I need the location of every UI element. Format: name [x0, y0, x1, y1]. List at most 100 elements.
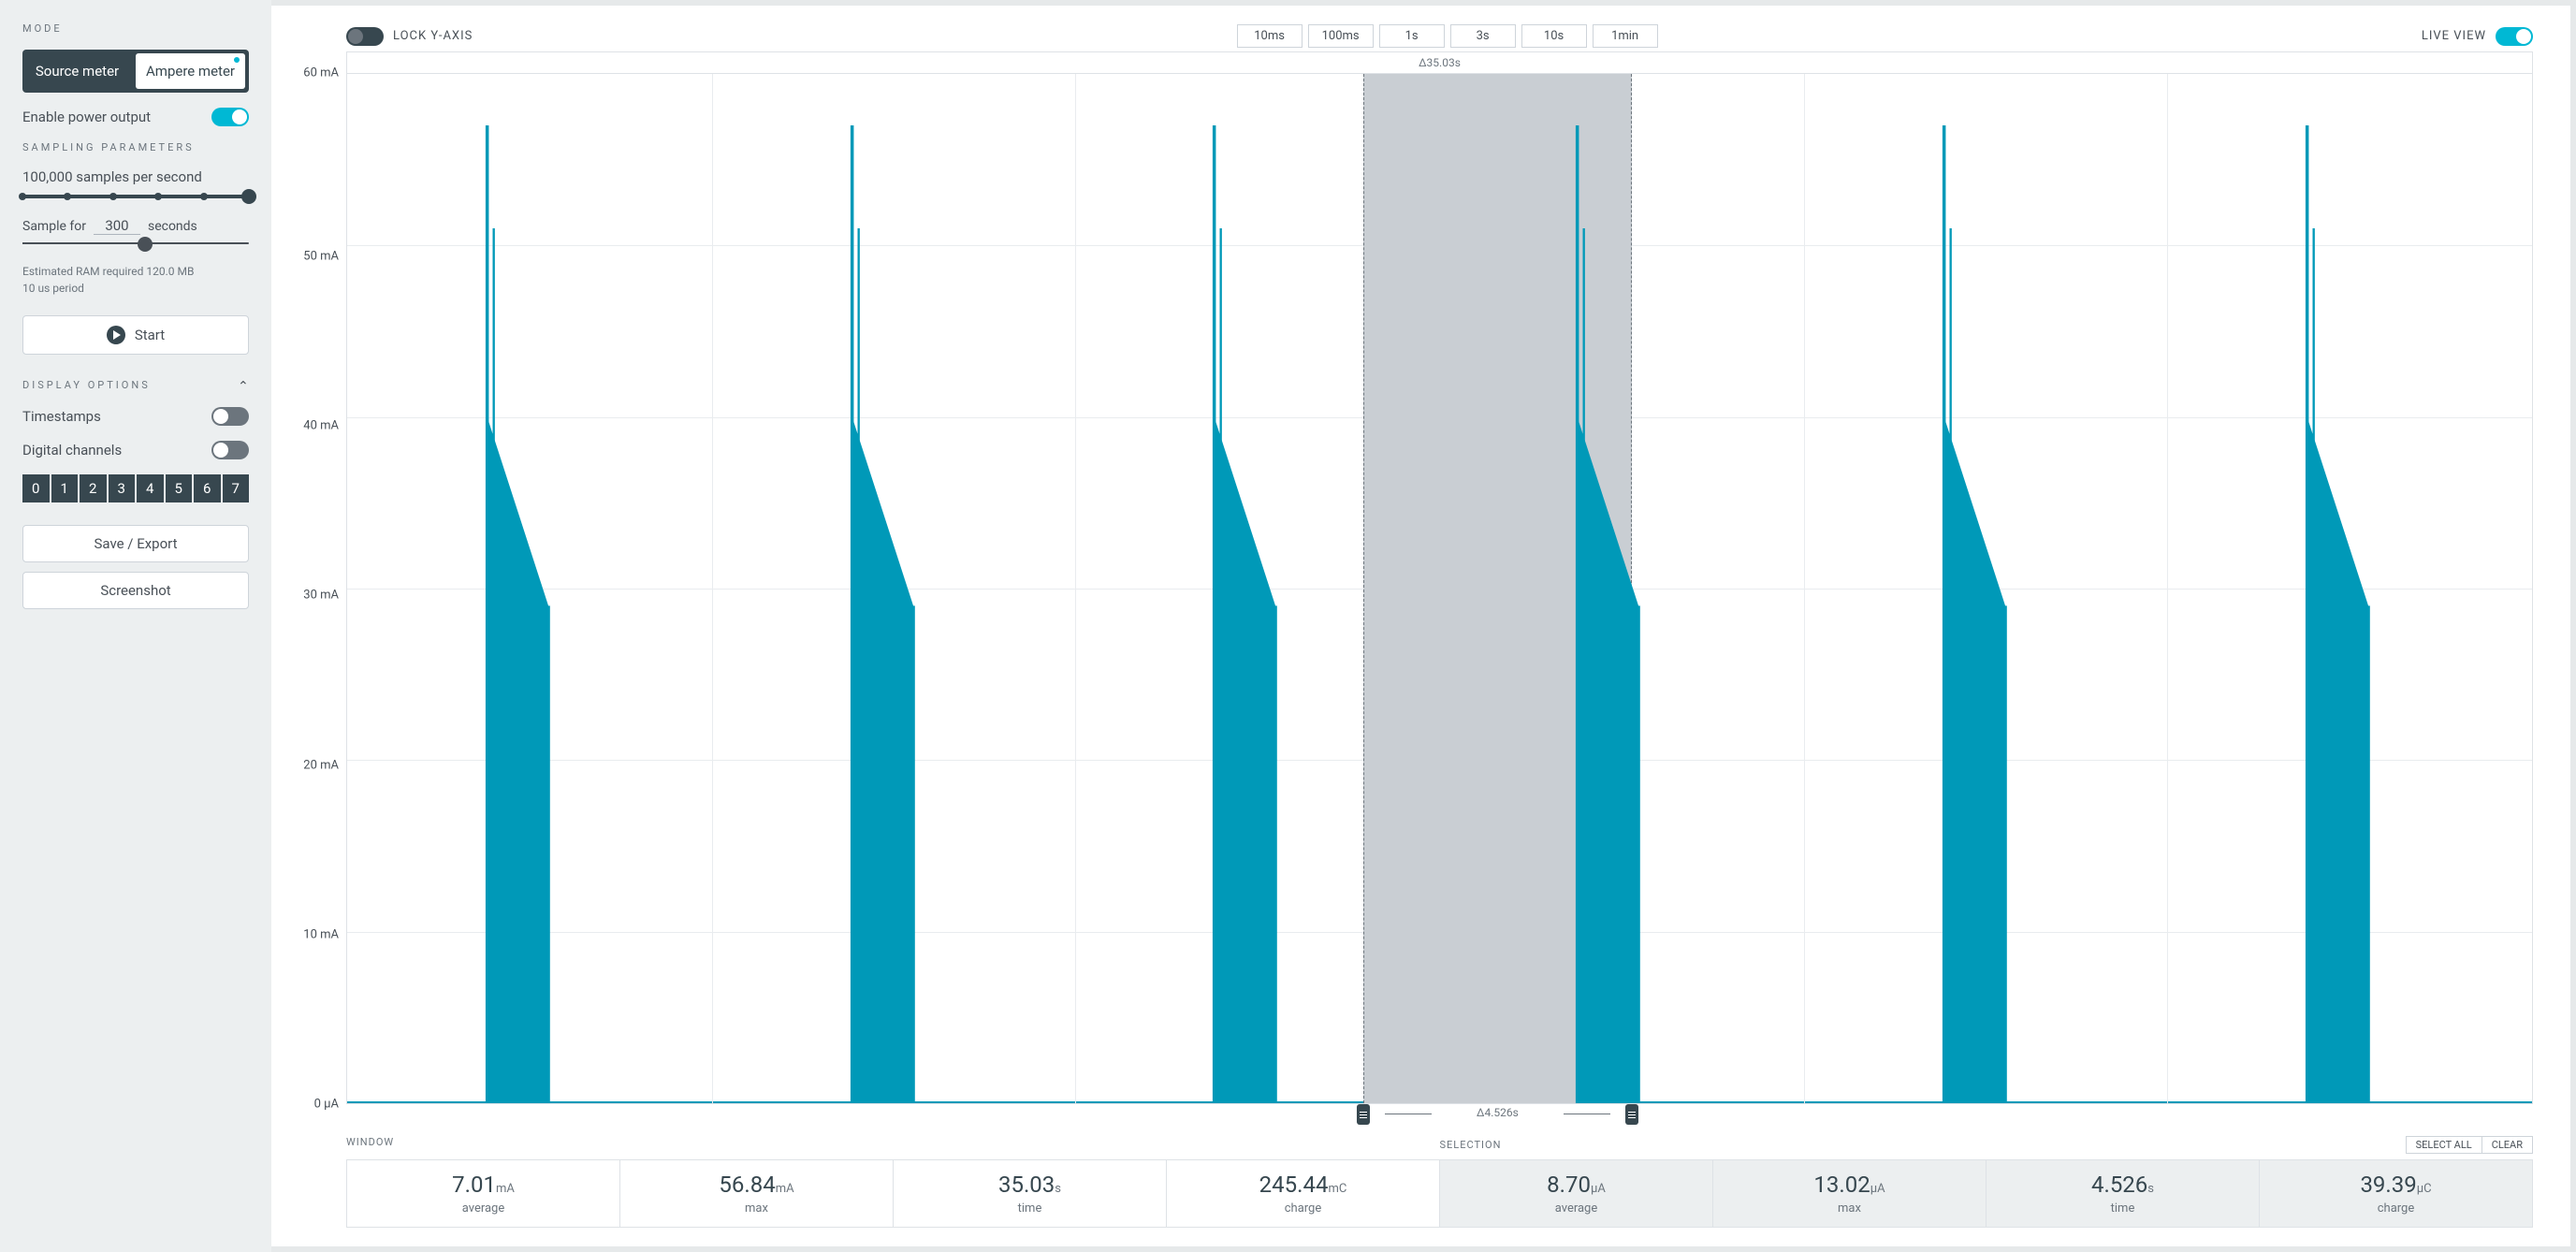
stat-card: 4.526stime [1987, 1159, 2260, 1228]
time-range-3s[interactable]: 3s [1450, 24, 1516, 48]
y-tick-label: 20 mA [303, 758, 339, 772]
stats-row: 7.01mAaverage56.84mAmax35.03stime245.44m… [271, 1159, 2570, 1246]
timestamps-switch[interactable] [211, 407, 249, 426]
sample-rate-slider[interactable] [22, 195, 249, 198]
y-tick-label: 40 mA [303, 419, 339, 433]
select-all-button[interactable]: SELECT ALL [2407, 1137, 2482, 1153]
enable-power-label: Enable power output [22, 109, 151, 125]
digital-channel-buttons: 01234567 [22, 474, 249, 502]
digital-channels-switch[interactable] [211, 441, 249, 459]
current-spike [2303, 74, 2373, 1103]
chart-area: 60 mA50 mA40 mA30 mA20 mA10 mA0 µA [271, 73, 2570, 1104]
selection-section-title: SELECTION [1440, 1139, 1502, 1151]
save-export-button[interactable]: Save / Export [22, 525, 249, 562]
ampere-indicator-icon [234, 57, 240, 63]
y-tick-label: 50 mA [303, 250, 339, 264]
digital-channel-2[interactable]: 2 [80, 474, 107, 502]
time-range-10s[interactable]: 10s [1521, 24, 1587, 48]
start-label: Start [135, 327, 165, 343]
ram-hint: Estimated RAM required 120.0 MB [22, 263, 249, 280]
stat-card: 35.03stime [894, 1159, 1167, 1228]
period-hint: 10 us period [22, 280, 249, 297]
selection-handles-row: Δ4.526s [346, 1104, 2533, 1130]
time-range-100ms[interactable]: 100ms [1308, 24, 1374, 48]
digital-channels-row: Digital channels [22, 441, 249, 459]
sidebar: MODE Source meter Ampere meter Enable po… [0, 0, 271, 1252]
chart-toolbar: LOCK Y-AXIS 10ms100ms1s3s10s1min LIVE VI… [271, 6, 2570, 51]
sample-for-row: Sample for seconds [22, 217, 249, 235]
window-section-title: WINDOW [346, 1136, 1440, 1154]
mode-title: MODE [22, 22, 249, 35]
current-spike [1210, 74, 1280, 1103]
time-range-1min[interactable]: 1min [1593, 24, 1658, 48]
selection-mini-buttons: SELECT ALL CLEAR [2406, 1136, 2533, 1154]
y-tick-label: 30 mA [303, 589, 339, 603]
y-tick-label: 10 mA [303, 927, 339, 941]
time-range-1s[interactable]: 1s [1379, 24, 1445, 48]
selection-delta-label: Δ4.526s [1477, 1106, 1519, 1119]
display-options-header[interactable]: DISPLAY OPTIONS ⌄ [22, 377, 249, 392]
enable-power-row: Enable power output [22, 108, 249, 126]
stat-card: 56.84mAmax [620, 1159, 894, 1228]
ampere-meter-button[interactable]: Ampere meter [136, 53, 245, 89]
current-spike [848, 74, 918, 1103]
start-button[interactable]: Start [22, 315, 249, 355]
play-icon [107, 326, 125, 344]
chevron-up-icon: ⌄ [238, 377, 249, 392]
sample-for-prefix: Sample for [22, 219, 86, 234]
digital-channel-0[interactable]: 0 [22, 474, 50, 502]
stats-header: WINDOW SELECTION SELECT ALL CLEAR [271, 1130, 2570, 1159]
digital-channel-3[interactable]: 3 [109, 474, 136, 502]
slider-tick [154, 193, 162, 200]
stat-card: 8.70µAaverage [1440, 1159, 1713, 1228]
y-tick-label: 60 mA [303, 66, 339, 80]
timestamps-row: Timestamps [22, 407, 249, 426]
time-range-buttons: 10ms100ms1s3s10s1min [1237, 24, 1658, 48]
digital-channel-6[interactable]: 6 [194, 474, 221, 502]
delta-window-label: Δ35.03s [346, 51, 2533, 73]
mode-toggle: Source meter Ampere meter [22, 50, 249, 93]
sample-duration-slider[interactable] [22, 242, 249, 244]
slider-thumb[interactable] [241, 189, 256, 204]
current-spike [1573, 74, 1643, 1103]
slider-tick [19, 193, 26, 200]
selection-handle-left[interactable] [1357, 1104, 1370, 1125]
digital-channel-7[interactable]: 7 [223, 474, 250, 502]
display-options-title: DISPLAY OPTIONS [22, 379, 151, 391]
slider-tick [200, 193, 208, 200]
y-tick-label: 0 µA [314, 1097, 339, 1111]
sampling-title: SAMPLING PARAMETERS [22, 141, 249, 153]
digital-channel-5[interactable]: 5 [166, 474, 193, 502]
digital-channel-4[interactable]: 4 [137, 474, 164, 502]
stat-card: 39.39µCcharge [2260, 1159, 2533, 1228]
live-view-label: LIVE VIEW [2422, 29, 2486, 43]
stat-card: 7.01mAaverage [346, 1159, 620, 1228]
live-view-switch[interactable] [2496, 27, 2533, 46]
clear-selection-button[interactable]: CLEAR [2482, 1137, 2532, 1153]
sampling-hint: Estimated RAM required 120.0 MB 10 us pe… [22, 263, 249, 297]
source-meter-button[interactable]: Source meter [22, 50, 132, 93]
selection-handle-right[interactable] [1625, 1104, 1638, 1125]
live-view-group: LIVE VIEW [2422, 27, 2533, 46]
ampere-meter-label: Ampere meter [146, 63, 235, 80]
stat-card: 13.02µAmax [1713, 1159, 1987, 1228]
time-range-10ms[interactable]: 10ms [1237, 24, 1303, 48]
app-root: MODE Source meter Ampere meter Enable po… [0, 0, 2576, 1252]
lock-y-axis-switch[interactable] [346, 27, 384, 46]
slider-tick [64, 193, 71, 200]
current-spike [483, 74, 553, 1103]
y-axis: 60 mA50 mA40 mA30 mA20 mA10 mA0 µA [299, 73, 346, 1104]
main-panel: LOCK Y-AXIS 10ms100ms1s3s10s1min LIVE VI… [271, 6, 2570, 1246]
digital-channel-1[interactable]: 1 [51, 474, 79, 502]
lock-y-axis-label: LOCK Y-AXIS [393, 29, 473, 43]
plot-area[interactable] [346, 73, 2533, 1104]
digital-channels-label: Digital channels [22, 442, 122, 459]
lock-y-axis-group: LOCK Y-AXIS [346, 27, 473, 46]
enable-power-switch[interactable] [211, 108, 249, 126]
sample-rate-label: 100,000 samples per second [22, 168, 249, 185]
current-spike [1940, 74, 2010, 1103]
screenshot-button[interactable]: Screenshot [22, 572, 249, 609]
timestamps-label: Timestamps [22, 408, 101, 425]
sample-for-input[interactable] [94, 217, 140, 235]
slider-tick [109, 193, 117, 200]
